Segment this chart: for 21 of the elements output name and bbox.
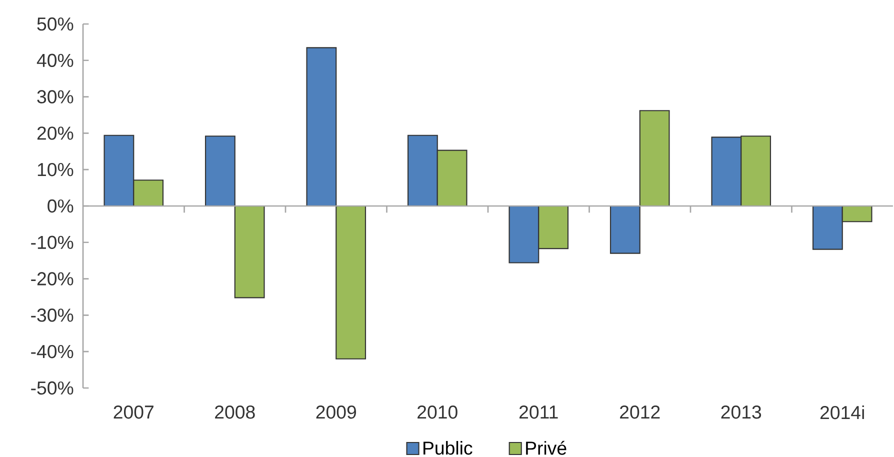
x-tick-label: 2011 xyxy=(519,405,558,419)
x-tick-label: 2014i xyxy=(820,405,864,420)
y-tick-label: -30% xyxy=(31,308,74,322)
x-tick-label: 2013 xyxy=(721,405,762,419)
y-tick-label: 30% xyxy=(37,90,74,104)
y-tick-label: 10% xyxy=(38,162,74,176)
y-tick-label: 50% xyxy=(37,17,74,31)
legend-label: Privé xyxy=(526,440,566,455)
y-tick-label: 20% xyxy=(37,126,74,140)
legend-label: Public xyxy=(424,441,472,455)
y-tick-label: -40% xyxy=(31,344,74,358)
y-tick-label: -10% xyxy=(31,236,74,249)
y-tick-label: -20% xyxy=(31,272,74,286)
x-tick-label: 2007 xyxy=(114,405,154,419)
x-tick-label: 2008 xyxy=(215,405,255,419)
y-tick-label: -50% xyxy=(31,381,74,395)
y-tick-label: 0% xyxy=(48,199,74,213)
y-tick-label: 40% xyxy=(36,54,74,68)
x-tick-label: 2012 xyxy=(620,405,660,419)
x-tick-label: 2009 xyxy=(316,405,356,419)
x-tick-label: 2010 xyxy=(418,405,458,419)
